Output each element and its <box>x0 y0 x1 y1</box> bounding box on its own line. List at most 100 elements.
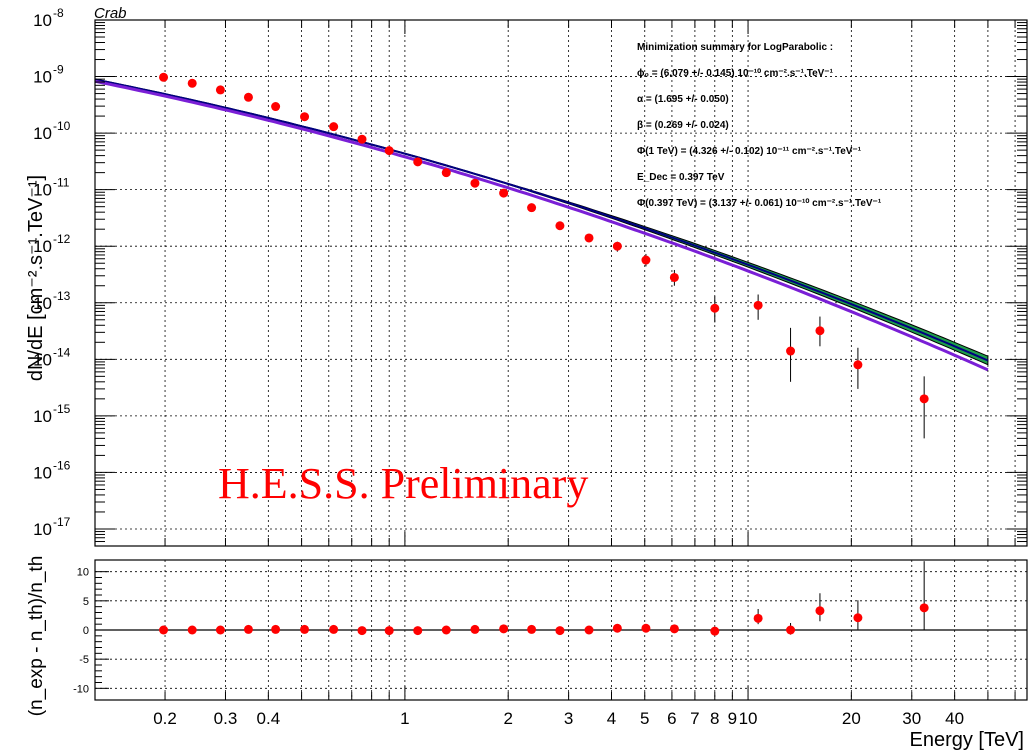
residual-point <box>215 625 225 635</box>
residual-point <box>919 603 929 613</box>
x-axis-title: Energy [TeV] <box>909 729 1024 751</box>
residual-point <box>384 626 394 636</box>
residual-point <box>641 623 651 633</box>
spectrum-point <box>786 346 796 356</box>
x-tick-label: 0.2 <box>153 709 177 728</box>
spectrum-point <box>669 272 679 282</box>
residual-point <box>815 606 825 616</box>
spectrum-point <box>555 221 565 231</box>
spectrum-point <box>357 134 367 144</box>
x-tick-label: 20 <box>842 709 861 728</box>
x-tick-label: 0.4 <box>257 709 281 728</box>
residual-point <box>753 613 763 623</box>
y-tick-exponent: -12 <box>53 232 71 246</box>
residual-point <box>786 625 796 635</box>
x-tick-label: 4 <box>607 709 616 728</box>
x-tick-label: 6 <box>667 709 676 728</box>
x-tick-label: 30 <box>902 709 921 728</box>
y-tick-exponent: -8 <box>53 6 64 20</box>
x-tick-label: 1 <box>400 709 409 728</box>
spectrum-point <box>499 188 509 198</box>
chart-title: Crab <box>94 5 127 22</box>
y-tick-exponent: -10 <box>53 119 71 133</box>
res-tick-label: -10 <box>73 683 89 695</box>
y-tick-label: 10 <box>33 124 52 143</box>
x-tick-label: 9 <box>728 709 737 728</box>
fit-edec: E_Dec = 0.397 TeV <box>637 172 725 183</box>
spectrum-point <box>612 241 622 251</box>
res-tick-label: 10 <box>77 567 89 579</box>
spectrum-point <box>527 203 537 213</box>
spectrum-point <box>641 255 651 265</box>
x-tick-label: 8 <box>710 709 719 728</box>
y-tick-label: 10 <box>33 11 52 30</box>
res-tick-label: -5 <box>79 654 89 666</box>
spectrum-point <box>584 233 594 243</box>
residual-point <box>159 625 169 635</box>
residual-point <box>612 623 622 633</box>
y-tick-exponent: -16 <box>53 458 71 472</box>
model-line <box>94 79 989 372</box>
spectrum-point <box>159 72 169 82</box>
x-tick-label: 2 <box>503 709 512 728</box>
spectrum-point <box>919 394 929 404</box>
x-tick-label: 40 <box>945 709 964 728</box>
residual-point <box>669 624 679 634</box>
spectrum-point <box>300 112 310 122</box>
residual-point <box>187 625 197 635</box>
residual-point <box>243 624 253 634</box>
residual-point <box>555 626 565 636</box>
spectrum-point <box>384 146 394 156</box>
res-tick-label: 0 <box>83 625 89 637</box>
fit-phi0: ϕ₀ = (6.079 +/- 0.145) 10⁻¹⁰ cm⁻².s⁻¹.Te… <box>637 68 834 79</box>
residual-point <box>300 624 310 634</box>
fit-alpha: α = (1.695 +/- 0.050) <box>637 94 729 105</box>
x-tick-label: 10 <box>739 709 758 728</box>
residual-point <box>527 624 537 634</box>
y-tick-label: 10 <box>33 237 52 256</box>
fit-phi-edec: Φ(0.397 TeV) = (3.137 +/- 0.061) 10⁻¹⁰ c… <box>637 198 882 209</box>
residual-point <box>271 624 281 634</box>
x-tick-label: 0.3 <box>214 709 238 728</box>
y-tick-exponent: -9 <box>53 63 64 77</box>
error-band <box>94 78 989 366</box>
spectrum-point <box>753 300 763 310</box>
spectrum-point <box>710 303 720 313</box>
y-tick-label: 10 <box>33 463 52 482</box>
y-tick-exponent: -11 <box>53 176 70 190</box>
spectrum-point <box>215 85 225 95</box>
residual-point <box>584 625 594 635</box>
spectrum-points <box>159 72 929 439</box>
y-tick-exponent: -15 <box>53 402 71 416</box>
spectrum-point <box>441 168 451 178</box>
residual-point <box>710 626 720 636</box>
spectrum-point <box>187 78 197 88</box>
y-tick-label: 10 <box>33 520 52 539</box>
y-tick-label: 10 <box>33 350 52 369</box>
y-tick-label: 10 <box>33 181 52 200</box>
residual-axis-title: (n_exp - n_th)/n_th <box>26 556 47 717</box>
fit-phi-1tev: Φ(1 TeV) = (4.326 +/- 0.102) 10⁻¹¹ cm⁻².… <box>637 146 862 157</box>
spectrum-frame <box>94 19 1028 547</box>
y-tick-exponent: -13 <box>53 289 71 303</box>
spectrum-point <box>853 360 863 370</box>
residual-point <box>329 624 339 634</box>
x-tick-label: 7 <box>690 709 699 728</box>
spectrum-point <box>329 122 339 132</box>
residual-point <box>413 626 423 636</box>
x-tick-label: 5 <box>640 709 649 728</box>
y-tick-exponent: -17 <box>53 515 71 529</box>
y-tick-label: 10 <box>33 68 52 87</box>
fit-curves <box>94 78 989 372</box>
y-tick-exponent: -14 <box>53 345 71 359</box>
residual-point <box>357 626 367 636</box>
res-tick-label: 5 <box>83 596 89 608</box>
residual-points <box>159 561 929 636</box>
y-axis-title: dN/dE [cm⁻².s⁻¹.TeV⁻¹] <box>25 175 47 381</box>
spectrum-point <box>271 102 281 112</box>
residual-point <box>470 624 480 634</box>
residual-point <box>853 613 863 623</box>
x-tick-label: 3 <box>564 709 573 728</box>
spectrum-point <box>815 326 825 336</box>
